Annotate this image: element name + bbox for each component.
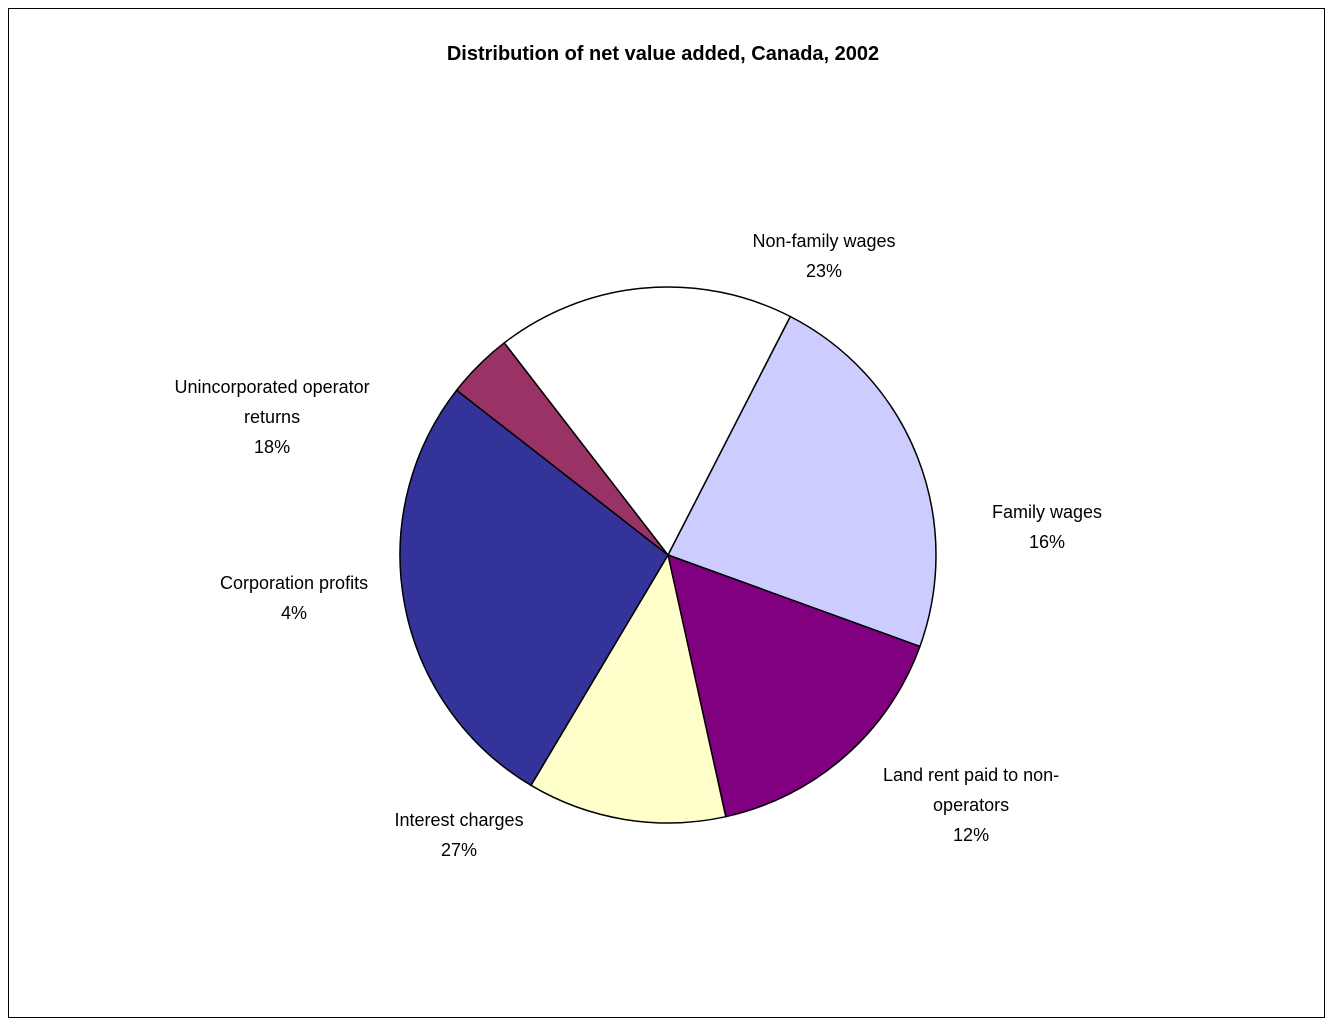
slice-percent-label: 18%: [254, 437, 291, 457]
slice-label-text: Non-family wages: [752, 231, 896, 251]
slice-label-text: returns: [244, 407, 301, 427]
slice-label-land-rent-paid-to-non-operators: Land rent paid to non-operators 12%: [883, 760, 1059, 850]
pie-slice-family-wages: [666, 553, 921, 818]
slice-label-unincorporated-operator-returns: Unincorporated operator returns 18%: [175, 372, 370, 462]
pie-slice-unincorporated-operator-returns: [503, 286, 792, 557]
slice-percent-label: 12%: [953, 825, 990, 845]
slice-label-family-wages: Family wages 16%: [992, 497, 1102, 557]
slice-percent-label: 16%: [1029, 532, 1066, 552]
slice-percent-label: 4%: [281, 603, 308, 623]
slice-label-text: operators: [933, 795, 1010, 815]
slice-percent-label: 23%: [806, 261, 843, 281]
chart-title: Distribution of net value added, Canada,…: [446, 43, 880, 65]
slice-label-text: Land rent paid to non-: [883, 765, 1060, 785]
slice-label-corporation-profits: Corporation profits 4%: [220, 568, 368, 628]
slice-label-interest-charges: Interest charges 27%: [395, 805, 524, 865]
slice-label-text: Corporation profits: [220, 573, 369, 593]
pie-slice-interest-charges: [399, 389, 669, 787]
slice-label-text: Interest charges: [394, 810, 524, 830]
slice-label-non-family-wages: Non-family wages 23%: [753, 226, 896, 286]
slice-label-text: Family wages: [992, 502, 1103, 522]
slice-percent-label: 27%: [441, 840, 478, 860]
pie-slice-non-family-wages: [666, 315, 937, 648]
pie-slice-land-rent-paid-to-non-operators: [529, 552, 727, 824]
slice-label-text: Unincorporated operator: [174, 377, 370, 397]
